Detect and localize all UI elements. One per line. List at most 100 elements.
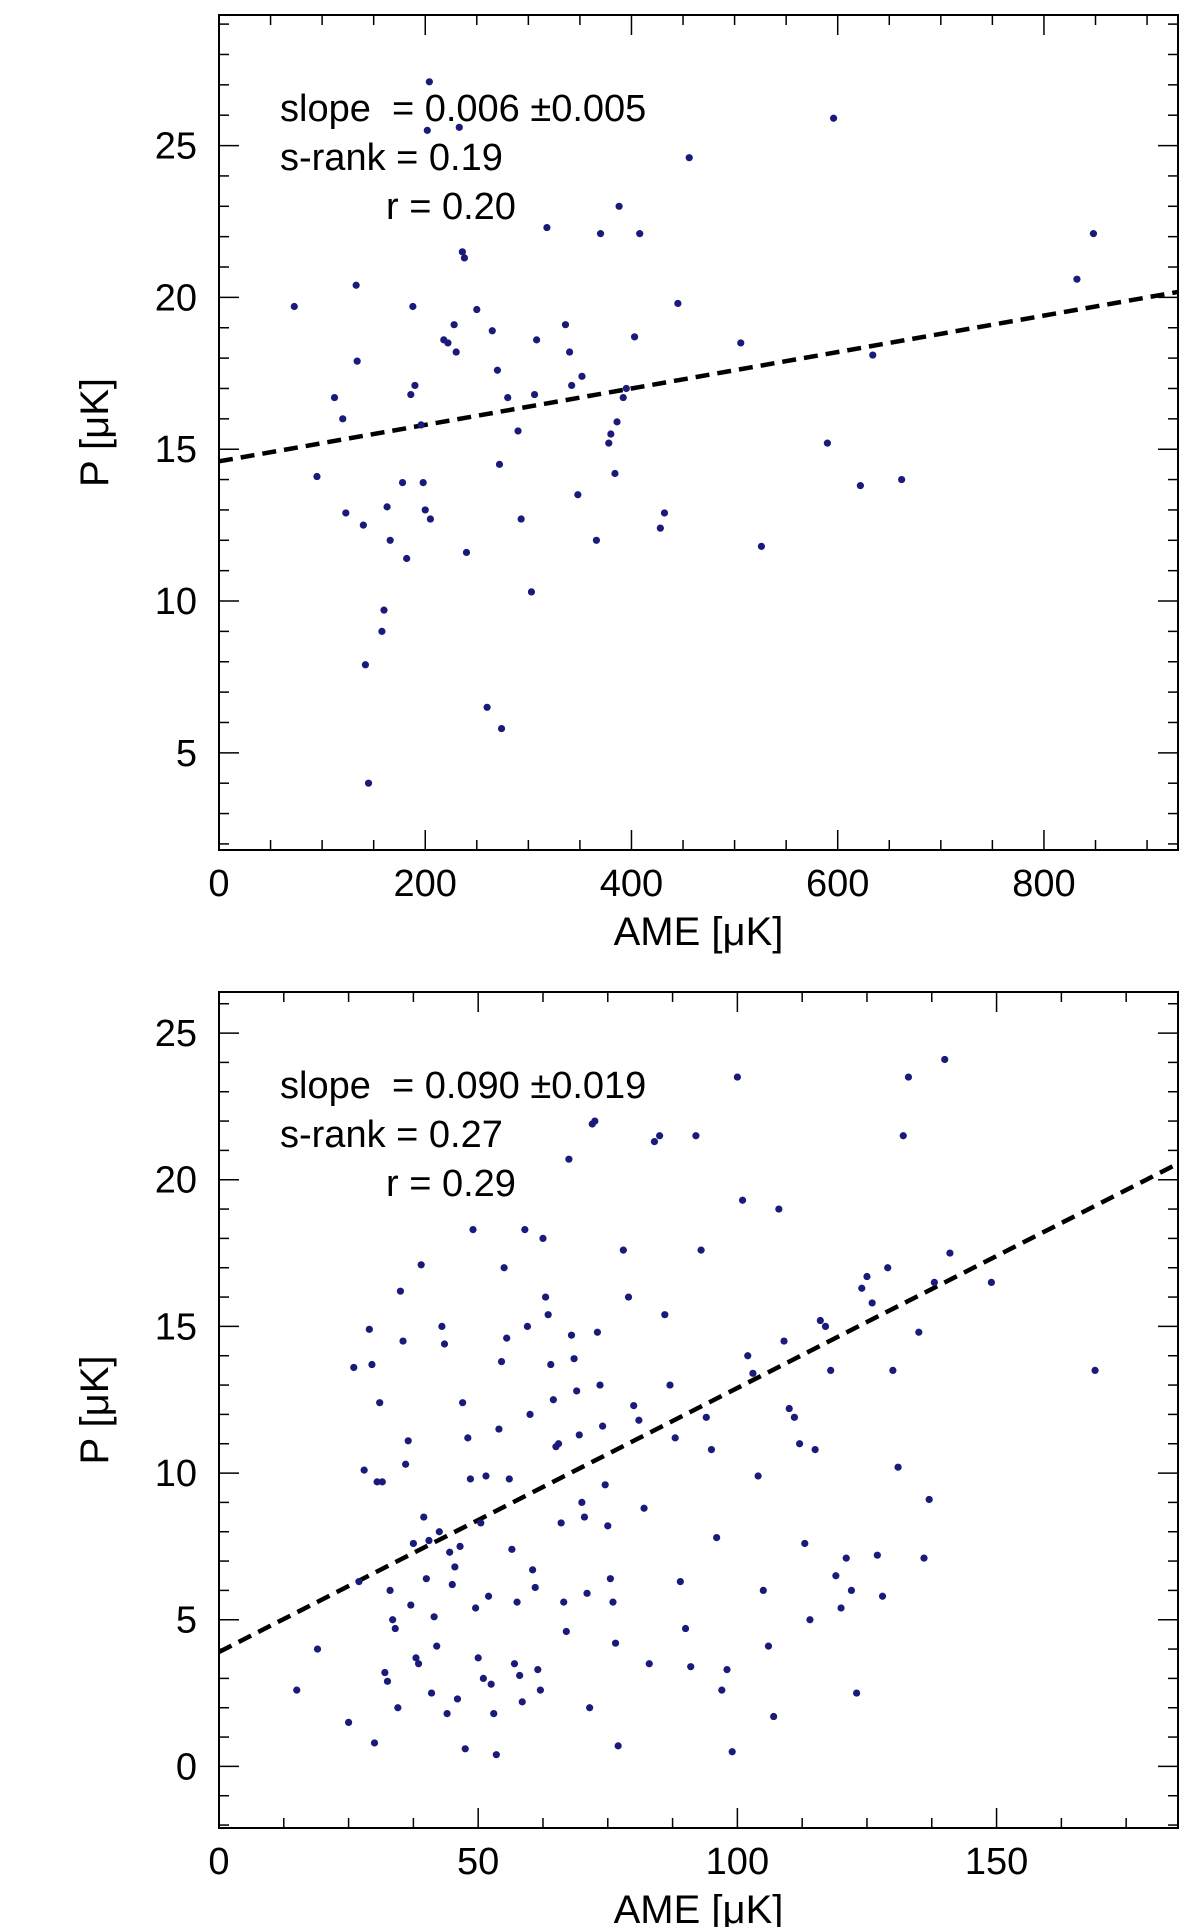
data-point <box>785 1404 793 1413</box>
data-point <box>1089 230 1098 238</box>
data-point <box>430 1613 438 1621</box>
data-point <box>624 1293 633 1301</box>
data-point <box>505 1475 513 1483</box>
data-point <box>754 1472 762 1480</box>
data-point <box>426 515 434 523</box>
x-tick-label: 200 <box>394 863 457 905</box>
data-point <box>873 1551 881 1559</box>
data-point <box>697 1246 705 1254</box>
data-point <box>660 509 669 517</box>
data-point <box>493 366 502 374</box>
data-point <box>448 1580 456 1589</box>
data-point <box>816 1316 824 1325</box>
bottom-panel: 0 50 100 150 0 5 10 15 20 25 AME [μK] P [μK] slope =… <box>73 991 1179 1927</box>
r-annotation: r = 0.29 <box>386 1163 516 1205</box>
data-point <box>355 1578 363 1586</box>
data-point <box>446 1548 454 1556</box>
data-point <box>404 1437 412 1445</box>
data-point <box>460 254 469 262</box>
data-point <box>832 1572 840 1580</box>
data-point <box>527 588 536 596</box>
data-point <box>464 1434 472 1442</box>
data-point <box>884 1264 892 1272</box>
y-tick-label: 20 <box>155 1160 197 1202</box>
data-point <box>490 1710 498 1718</box>
data-point <box>381 1668 389 1677</box>
data-point <box>842 1554 850 1562</box>
data-point <box>466 1475 475 1483</box>
y-tick-label: 25 <box>155 126 197 168</box>
data-point <box>383 1677 392 1685</box>
data-point <box>609 1598 617 1606</box>
data-point <box>521 1226 529 1234</box>
data-point <box>566 348 574 356</box>
data-point <box>523 1322 532 1330</box>
data-point <box>738 1196 747 1204</box>
data-point <box>483 703 491 711</box>
data-point <box>775 1205 783 1213</box>
y-axis-label: P [μK] <box>73 1355 117 1464</box>
data-point <box>452 348 460 356</box>
data-point <box>536 1686 544 1694</box>
x-tick-label: 600 <box>806 863 869 905</box>
data-point <box>313 1645 322 1653</box>
data-point <box>547 1360 555 1369</box>
data-point <box>666 1381 674 1389</box>
data-point <box>391 1624 399 1633</box>
data-point <box>915 1328 923 1336</box>
data-point <box>869 351 877 359</box>
data-point <box>630 1402 638 1410</box>
data-point <box>557 1519 565 1527</box>
data-point <box>530 390 539 399</box>
data-point <box>526 1410 534 1418</box>
data-point <box>364 779 373 787</box>
y-tick-label: 25 <box>155 1013 197 1055</box>
data-point <box>757 542 766 550</box>
data-point <box>759 1586 767 1594</box>
plot-frame <box>218 991 1179 1829</box>
data-point <box>313 472 321 481</box>
data-point <box>531 1583 539 1592</box>
data-point <box>380 606 388 614</box>
data-point <box>847 1586 856 1594</box>
data-point <box>361 661 370 669</box>
r-annotation: r = 0.20 <box>386 186 516 228</box>
y-tick-label: 0 <box>176 1746 197 1788</box>
data-point <box>613 418 621 426</box>
data-point <box>676 1578 684 1586</box>
x-tick-label: 50 <box>457 1841 499 1883</box>
data-point <box>744 1352 752 1360</box>
data-point <box>423 126 431 134</box>
data-point <box>565 1155 573 1163</box>
data-point <box>386 536 394 544</box>
data-point <box>607 430 615 438</box>
data-point <box>500 1264 508 1272</box>
data-point <box>495 1425 503 1433</box>
data-point <box>510 1660 519 1668</box>
data-point <box>516 1671 524 1680</box>
x-tick-label: 0 <box>208 1841 229 1883</box>
data-point <box>422 1575 430 1583</box>
y-tick-label: 10 <box>155 581 197 623</box>
data-point <box>373 1478 381 1486</box>
data-point <box>471 1604 480 1612</box>
data-point <box>853 1689 861 1697</box>
data-point <box>702 1413 710 1421</box>
srank-annotation: s-rank = 0.19 <box>280 137 503 179</box>
data-point <box>433 1642 441 1650</box>
data-point <box>561 321 570 329</box>
x-axis-label: AME [μK] <box>614 1888 784 1927</box>
data-point <box>339 415 347 423</box>
data-point <box>930 1278 938 1286</box>
data-point <box>461 1745 469 1753</box>
data-point <box>568 381 576 390</box>
data-point <box>435 1528 443 1536</box>
data-point <box>827 1366 835 1374</box>
data-point <box>417 1261 425 1269</box>
data-point <box>619 393 627 402</box>
data-point <box>409 1539 417 1548</box>
data-point <box>619 1246 627 1254</box>
data-point <box>899 1132 907 1140</box>
data-point <box>438 1322 446 1330</box>
data-point <box>508 1545 516 1553</box>
